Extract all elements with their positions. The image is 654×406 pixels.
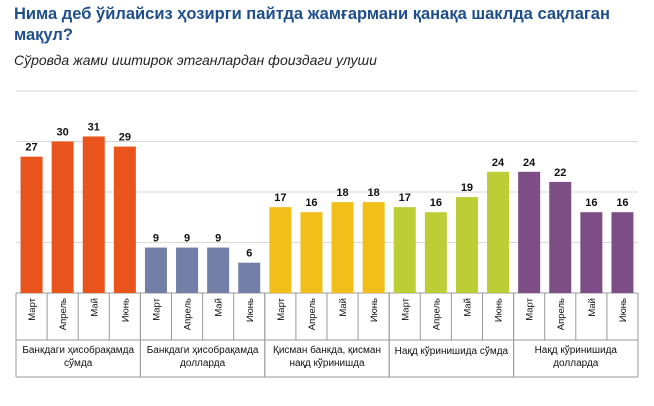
bar (176, 247, 199, 293)
group-label: Банкдаги ҳисобрақамда (22, 344, 134, 356)
data-label: 18 (336, 187, 348, 199)
group-label: Банкдаги ҳисобрақамда (147, 344, 259, 356)
category-tick-label: Июнь (618, 298, 629, 322)
data-label: 16 (305, 197, 317, 209)
data-label: 30 (57, 127, 69, 139)
category-tick-label: Март (276, 297, 287, 320)
bar (549, 181, 572, 293)
category-tick-label: Апрель (183, 298, 194, 330)
data-label: 6 (246, 248, 252, 260)
data-label: 9 (215, 233, 221, 245)
bar (238, 262, 261, 293)
category-tick-label: Июнь (369, 298, 380, 322)
category-tick-label: Май (462, 298, 473, 317)
data-label: 16 (585, 197, 597, 209)
bar (487, 171, 510, 293)
category-tick-label: Май (214, 298, 225, 317)
data-label: 31 (88, 121, 100, 133)
chart-subtitle: Сўровда жами иштирок этганлардан фоиздаг… (14, 52, 377, 68)
category-tick-label: Март (400, 297, 411, 320)
data-label: 16 (616, 197, 628, 209)
bar (424, 212, 447, 293)
category-tick-label: Апрель (58, 298, 69, 330)
data-label: 17 (274, 192, 286, 204)
category-tick-label: Март (525, 297, 536, 320)
group-label: сўмда (64, 357, 93, 369)
bar (20, 156, 43, 293)
data-label: 16 (430, 197, 442, 209)
data-label: 9 (153, 233, 159, 245)
category-tick-label: Март (151, 297, 162, 320)
bar (300, 212, 323, 293)
data-label: 29 (119, 132, 131, 144)
bar (393, 207, 416, 293)
bar (144, 247, 167, 293)
category-tick-label: Май (338, 298, 349, 317)
category-tick-label: Июнь (494, 298, 505, 322)
bar (207, 247, 230, 293)
category-tick-label: Май (587, 298, 598, 317)
bar (331, 202, 354, 293)
category-tick-label: Апрель (431, 298, 442, 330)
group-label: долларда (553, 358, 599, 369)
data-label: 22 (554, 167, 566, 179)
data-label: 24 (492, 157, 505, 169)
bar (82, 136, 105, 293)
group-label: долларда (180, 358, 226, 369)
bar (455, 197, 478, 293)
category-tick-label: Март (27, 297, 38, 320)
data-label: 17 (399, 192, 411, 204)
category-tick-label: Апрель (307, 298, 318, 330)
data-label: 27 (25, 142, 37, 154)
category-tick-label: Апрель (556, 298, 567, 330)
data-label: 18 (368, 187, 380, 199)
group-label: Нақд кўринишида (535, 344, 618, 356)
category-tick-label: Май (89, 298, 100, 317)
bar (51, 141, 74, 293)
data-label: 24 (523, 157, 536, 169)
chart-title: Нима деб ўйлайсиз ҳозирги пайтда жамғарм… (14, 5, 610, 44)
group-label: нақд кўринишда (289, 357, 365, 369)
group-label: Нақд кўринишида сўмда (395, 345, 509, 357)
group-label: Қисман банкда, қисман (273, 344, 381, 356)
category-tick-label: Июнь (245, 298, 256, 322)
data-label: 9 (184, 233, 190, 245)
bar (518, 171, 541, 293)
bar (611, 212, 634, 293)
category-tick-label: Июнь (120, 298, 131, 322)
data-label: 19 (461, 182, 473, 194)
bar (113, 146, 136, 293)
bar (269, 207, 292, 293)
bar (580, 212, 603, 293)
bar (362, 202, 385, 293)
